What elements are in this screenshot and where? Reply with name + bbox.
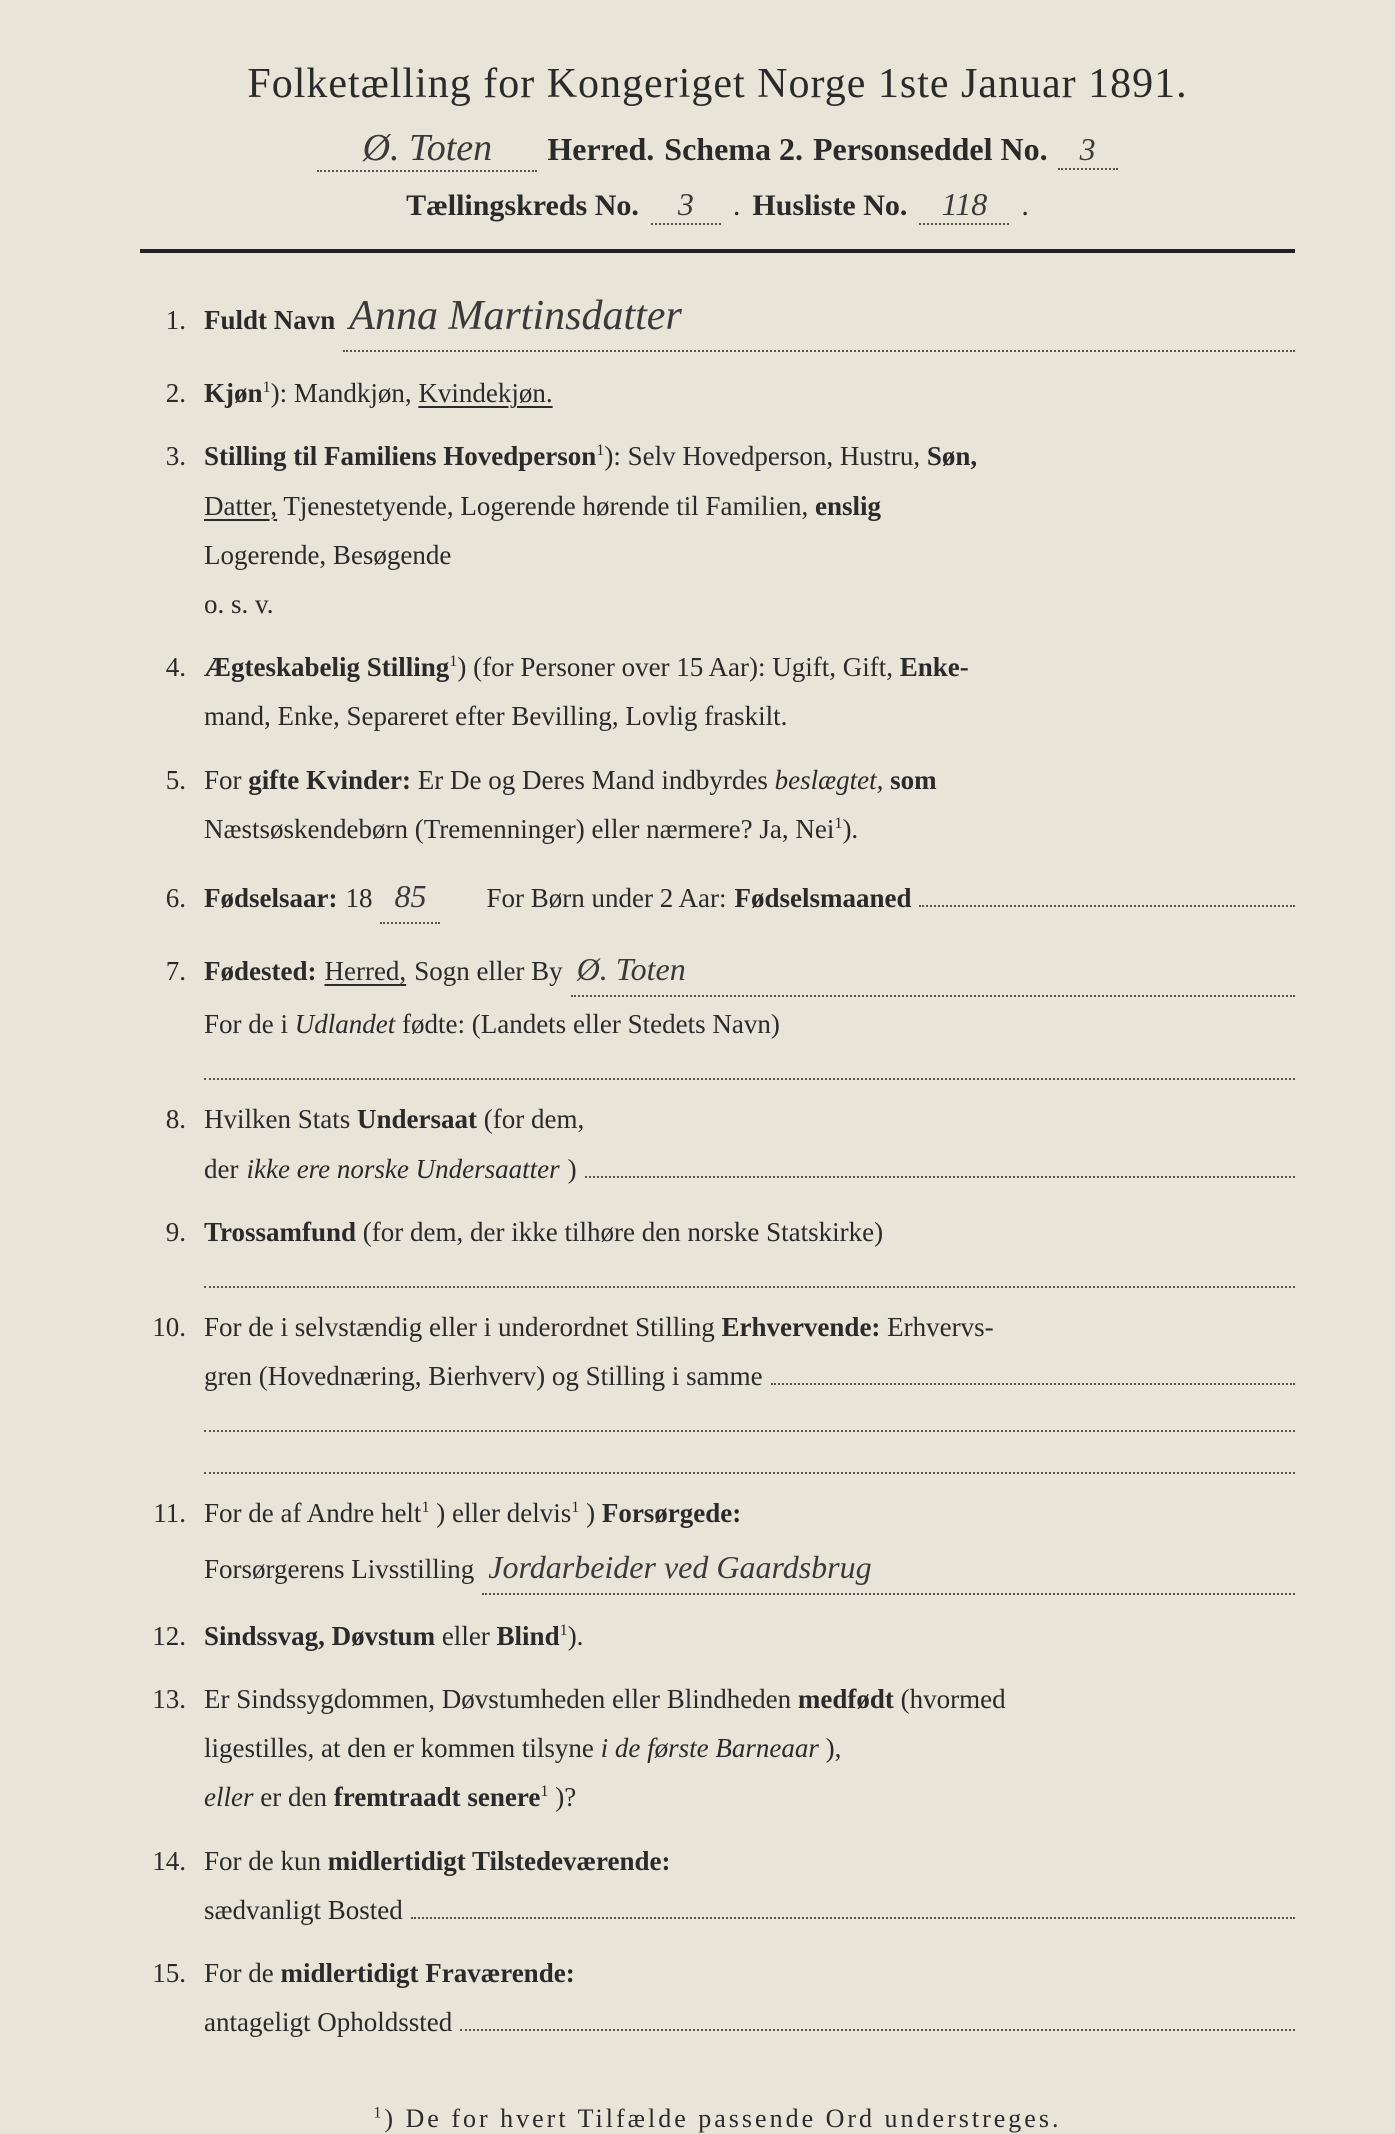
row-3-relation: 3. Stilling til Familiens Hovedperson1):…	[140, 435, 1295, 478]
relation-selected: Datter,	[204, 491, 277, 521]
row-4-cont: mand, Enke, Separeret efter Bevilling, L…	[204, 695, 1295, 738]
usual-residence	[411, 1891, 1295, 1919]
husliste-no: 118	[919, 186, 1009, 225]
form-header: Folketælling for Kongeriget Norge 1ste J…	[140, 60, 1295, 225]
row-10-occupation: 10. For de i selvstændig eller i underor…	[140, 1306, 1295, 1349]
probable-residence	[460, 2003, 1295, 2031]
row-8-cont: der ikke ere norske Undersaatter)	[204, 1148, 1295, 1191]
birthplace-type: Herred,	[324, 950, 406, 993]
birthyear-value: 85	[380, 871, 440, 924]
name-label: Fuldt Navn	[204, 299, 335, 342]
footnote: 1) De for hvert Tilfælde passende Ord un…	[140, 2104, 1295, 2134]
occupation-value	[771, 1357, 1295, 1385]
row-2-sex: 2. Kjøn1): Mandkjøn, Kvindekjøn.	[140, 372, 1295, 415]
row-6-birthyear: 6. Fødselsaar: 1885 For Børn under 2 Aar…	[140, 871, 1295, 924]
supporter-occupation: Jordarbeider ved Gaardsbrug	[482, 1542, 1295, 1595]
birthplace-value: Ø. Toten	[571, 944, 1295, 997]
row-15-cont: antageligt Opholdssted	[204, 2001, 1295, 2044]
personseddel-label: Personseddel No.	[813, 131, 1048, 168]
row-7-birthplace: 7. Fødested: Herred, Sogn eller By Ø. To…	[140, 944, 1295, 997]
row-5-married-women: 5. For gifte Kvinder: Er De og Deres Man…	[140, 759, 1295, 802]
personseddel-no: 3	[1058, 131, 1118, 170]
row-10-blank1	[204, 1408, 1295, 1432]
row-3-cont2: Logerende, Besøgende	[204, 534, 1295, 577]
name-value: Anna Martinsdatter	[343, 283, 1295, 352]
row-10-blank2	[204, 1450, 1295, 1474]
row-3-cont1: Datter, Tjenestetyende, Logerende hørend…	[204, 485, 1295, 528]
row-13-cont2: eller er den fremtraadt senere1 )?	[204, 1776, 1295, 1819]
citizenship-value	[585, 1150, 1295, 1178]
sex-selected: Kvindekjøn.	[418, 378, 552, 408]
row-14-cont: sædvanligt Bosted	[204, 1889, 1295, 1932]
row-11-cont: Forsørgerens Livsstilling Jordarbeider v…	[204, 1542, 1295, 1595]
row-10-cont: gren (Hovednæring, Bierhverv) og Stillin…	[204, 1355, 1295, 1398]
row-3-cont3: o. s. v.	[204, 583, 1295, 626]
row-13-congenital: 13. Er Sindssygdommen, Døvstumheden elle…	[140, 1678, 1295, 1721]
husliste-label: Husliste No.	[752, 189, 907, 223]
schema-label: Schema 2.	[664, 131, 803, 168]
kreds-no: 3	[651, 186, 721, 225]
main-title: Folketælling for Kongeriget Norge 1ste J…	[140, 60, 1295, 108]
herred-value: Ø. Toten	[317, 126, 537, 172]
row-1-name: 1. Fuldt Navn Anna Martinsdatter	[140, 283, 1295, 352]
row-7-cont: For de i Udlandet fødte: (Landets eller …	[204, 1003, 1295, 1046]
header-rule	[140, 249, 1295, 253]
row-12-disability: 12. Sindssvag, Døvstum eller Blind1).	[140, 1615, 1295, 1658]
row-13-cont1: ligestilles, at den er kommen tilsyne i …	[204, 1727, 1295, 1770]
kreds-line: Tællingskreds No. 3 . Husliste No. 118 .	[140, 186, 1295, 225]
row-4-marital: 4. Ægteskabelig Stilling1) (for Personer…	[140, 646, 1295, 689]
census-form-page: Folketælling for Kongeriget Norge 1ste J…	[140, 60, 1295, 2008]
herred-label: Herred.	[547, 131, 654, 168]
row-8-citizenship: 8. Hvilken Stats Undersaat (for dem,	[140, 1098, 1295, 1141]
row-15-temp-absent: 15. For de midlertidigt Fraværende:	[140, 1952, 1295, 1995]
kreds-label: Tællingskreds No.	[406, 189, 639, 223]
row-9-blank	[204, 1264, 1295, 1288]
row-9-religion: 9. Trossamfund (for dem, der ikke tilhør…	[140, 1211, 1295, 1254]
row-14-temp-present: 14. For de kun midlertidigt Tilstedevære…	[140, 1840, 1295, 1883]
row-11-supported: 11. For de af Andre helt1 ) eller delvis…	[140, 1492, 1295, 1535]
row-5-cont: Næstsøskendebørn (Tremenninger) eller næ…	[204, 808, 1295, 851]
herred-line: Ø. Toten Herred. Schema 2. Personseddel …	[140, 126, 1295, 172]
row-7-blank	[204, 1056, 1295, 1080]
birthmonth-value	[919, 879, 1295, 907]
